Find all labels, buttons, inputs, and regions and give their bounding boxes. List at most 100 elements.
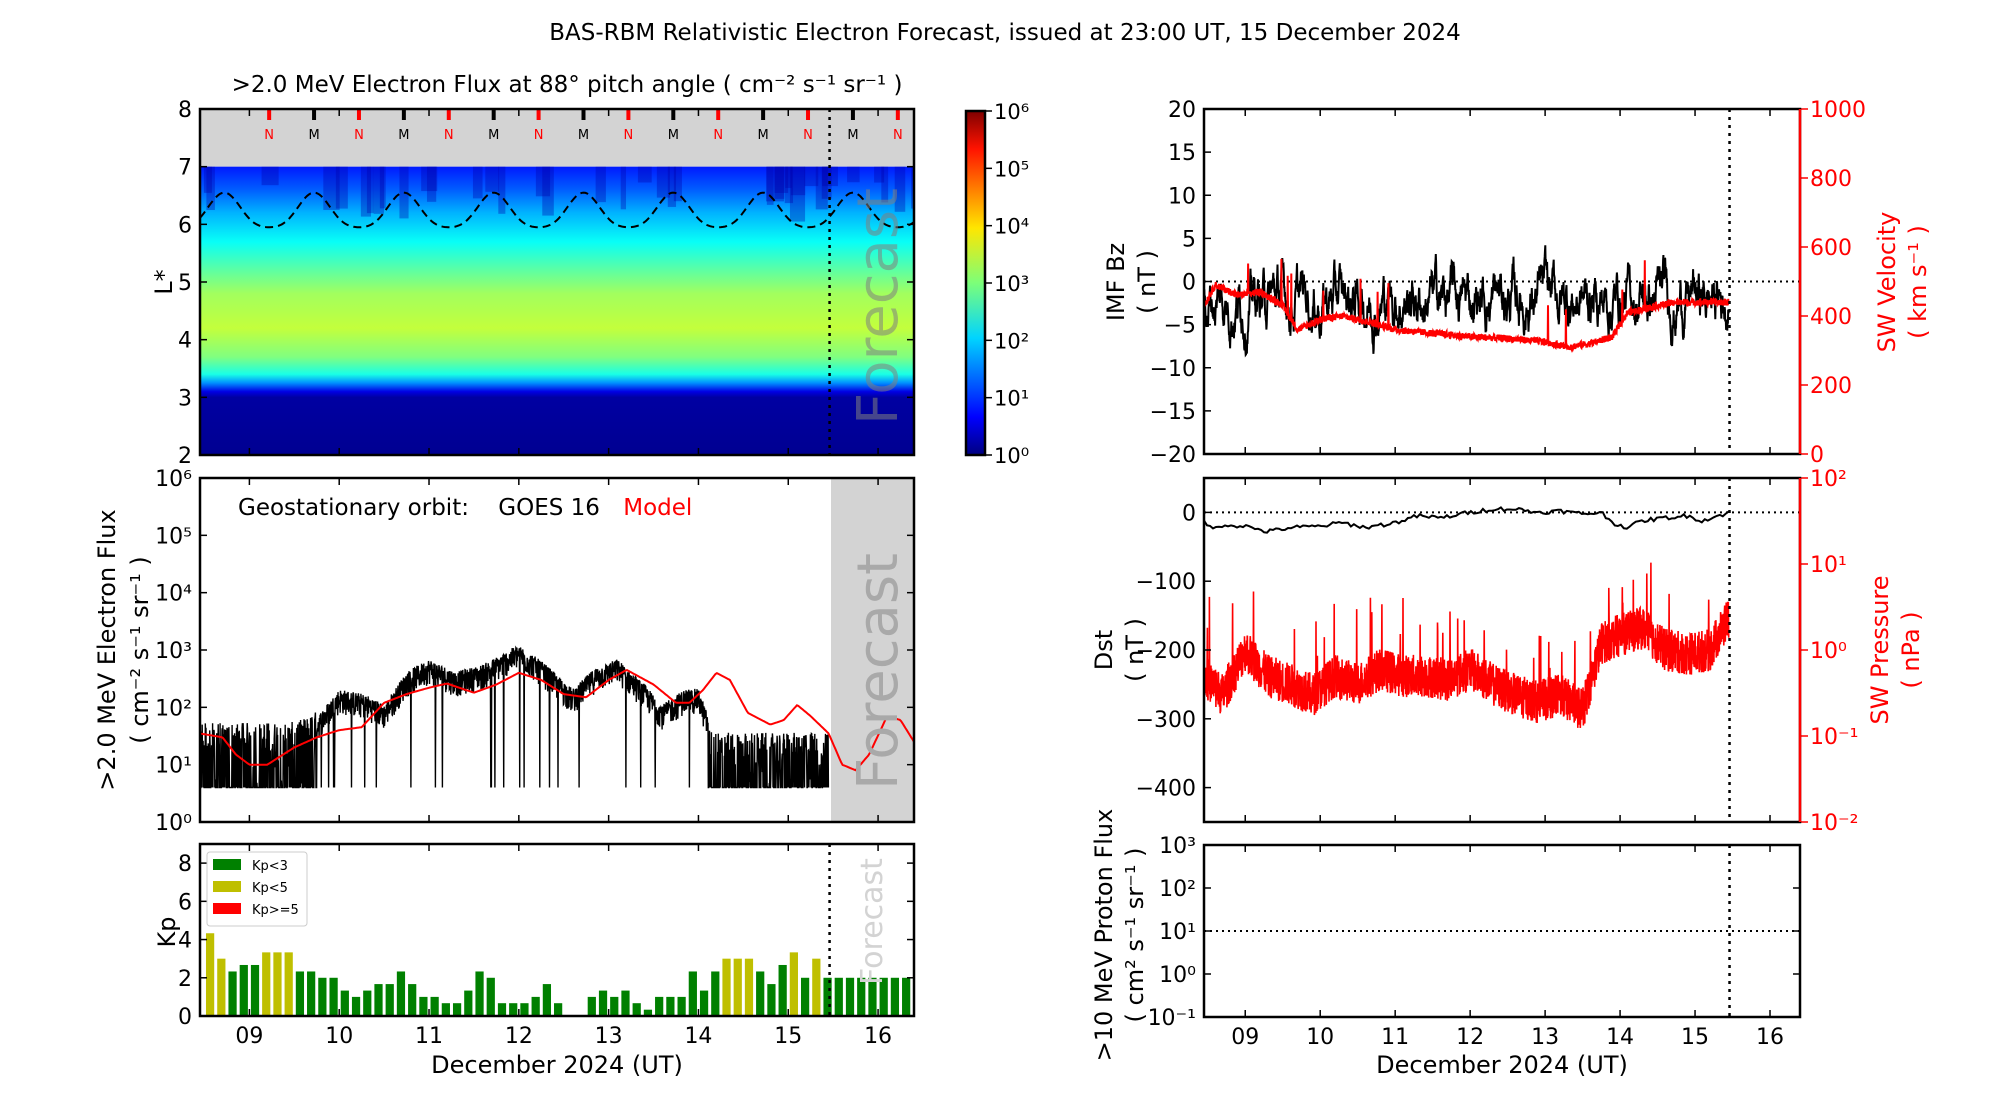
kp-legend-swatch: [213, 903, 241, 914]
spectrogram-streak: [620, 166, 627, 210]
forecast-watermark: Forecast: [846, 188, 911, 425]
kp-legend-swatch: [213, 859, 241, 870]
y-tick-label: 10²: [1159, 877, 1196, 902]
kp-bar: [733, 958, 742, 1016]
x-tick-label: 10: [325, 1024, 353, 1049]
legend-goes: GOES 16: [498, 495, 600, 521]
right-y-tick-label: 800: [1810, 167, 1852, 192]
y-tick-label: 10⁰: [1159, 963, 1196, 988]
panel-lstar-spectrogram: >2.0 MeV Electron Flux at 88° pitch angl…: [150, 72, 916, 469]
y-tick-label: 6: [178, 890, 192, 915]
spectrogram-title: >2.0 MeV Electron Flux at 88° pitch angl…: [232, 72, 903, 98]
kp-bar: [666, 996, 675, 1016]
spectrogram-streak: [789, 166, 806, 222]
panel-proton-flux: 09 10 11 12 13 14 15 16 10⁻¹ 10⁰ 10¹ 10² 10³ >10 MeV…: [1090, 809, 1802, 1079]
kp-bar: [632, 1003, 641, 1016]
y-tick-label: −5: [1164, 314, 1196, 339]
x-tick-label: 12: [505, 1024, 533, 1049]
no-data-region: [200, 109, 914, 167]
swp-ylabel: SW Pressure: [1866, 575, 1894, 724]
kp-bar: [879, 977, 888, 1016]
kp-bar: [452, 1003, 462, 1016]
x-tick-label: 11: [1381, 1025, 1409, 1050]
kp-bar: [834, 977, 843, 1016]
y-tick-label: 10³: [155, 639, 192, 664]
right-y-tick-label: 0: [1810, 443, 1824, 468]
y-tick-label: 8: [178, 852, 192, 877]
right-y-tick-label: 10⁰: [1810, 639, 1847, 664]
sw-pressure-line: [1204, 562, 1730, 729]
x-tick-label: 14: [1606, 1025, 1634, 1050]
right-xlabel: December 2024 (UT): [1376, 1051, 1628, 1079]
spectrogram-ylabel: L*: [150, 269, 178, 294]
proton-ylabel-units: ( cm² s⁻¹ sr⁻¹ ): [1121, 848, 1149, 1023]
kp-bar: [902, 977, 911, 1016]
kp-bar: [307, 971, 316, 1016]
x-tick-label: 13: [595, 1024, 623, 1049]
kp-bar: [430, 996, 439, 1016]
y-tick-label: −15: [1150, 400, 1196, 425]
x-tick-label: 09: [235, 1024, 263, 1049]
geo-ylabel: >2.0 MeV Electron Flux: [93, 509, 121, 790]
forecast-watermark: Forecast: [846, 553, 911, 790]
local-time-marker-label: N: [893, 128, 903, 143]
spectrogram-streak: [881, 166, 889, 203]
swv-ylabel: SW Velocity: [1873, 212, 1901, 353]
kp-bar: [520, 1003, 529, 1016]
kp-bar: [554, 1003, 563, 1016]
plot-frame: [1202, 843, 1802, 1019]
kp-bar: [868, 977, 877, 1016]
x-tick-label: 16: [1756, 1025, 1784, 1050]
kp-bar: [598, 990, 608, 1016]
y-tick-label: 0: [1182, 271, 1196, 296]
local-time-marker-label: M: [578, 128, 589, 143]
y-tick-label: 3: [178, 386, 192, 411]
legend-prefix: Geostationary orbit:: [238, 495, 469, 521]
kp-bar: [857, 977, 866, 1016]
spectrogram-streak: [426, 166, 437, 202]
x-tick-label: 13: [1531, 1025, 1559, 1050]
spectrogram-streak: [673, 166, 682, 202]
kp-bar: [677, 996, 686, 1016]
kp-bar: [800, 977, 810, 1016]
kp-bar: [228, 971, 237, 1016]
right-y-tick-label: 1000: [1810, 98, 1866, 123]
y-tick-label: −400: [1136, 777, 1196, 802]
local-time-marker-label: N: [264, 128, 274, 143]
local-time-marker-label: N: [713, 128, 723, 143]
proton-ylabel: >10 MeV Proton Flux: [1090, 809, 1118, 1062]
colorbar-tick-label: 10⁵: [994, 157, 1029, 181]
right-y-tick-label: 10⁻¹: [1810, 725, 1858, 750]
plot-frame: [198, 107, 916, 457]
kp-bar: [497, 1003, 507, 1016]
spectrogram-streak: [911, 166, 914, 209]
kp-bar: [610, 996, 619, 1016]
y-tick-label: 10⁶: [155, 467, 192, 492]
y-tick-label: 20: [1168, 98, 1196, 123]
kp-forecast-watermark: Forecast: [855, 858, 890, 985]
spectrogram-streak: [335, 166, 348, 209]
spectrogram-streak: [637, 166, 652, 183]
y-tick-label: 5: [1182, 227, 1196, 252]
spectrogram-streak: [206, 166, 215, 211]
kp-bar: [643, 1009, 653, 1016]
y-tick-label: 2: [178, 967, 192, 992]
dst-ylabel-units: ( nT ): [1121, 618, 1149, 682]
spectrogram-streak: [804, 166, 819, 187]
panel-geo-flux: Forecast 10⁰ 10¹ 10² 10³ 10⁴ 10⁵ 10⁶ Geostatio…: [93, 467, 916, 836]
y-tick-label: 10: [1168, 184, 1196, 209]
y-tick-label: 10¹: [155, 754, 192, 779]
local-time-marker-label: N: [624, 128, 634, 143]
kp-bar: [464, 990, 473, 1016]
kp-ylabel: Kp: [153, 917, 181, 948]
kp-bar: [351, 996, 361, 1016]
kp-legend-label: Kp<5: [252, 881, 288, 896]
kp-legend: Kp<3 Kp<5 Kp>=5: [206, 851, 308, 927]
spectrogram-streak: [421, 166, 438, 192]
colorbar-tick-label: 10²: [994, 329, 1029, 353]
kp-bar: [250, 964, 260, 1016]
spectrogram-streak: [595, 166, 606, 203]
